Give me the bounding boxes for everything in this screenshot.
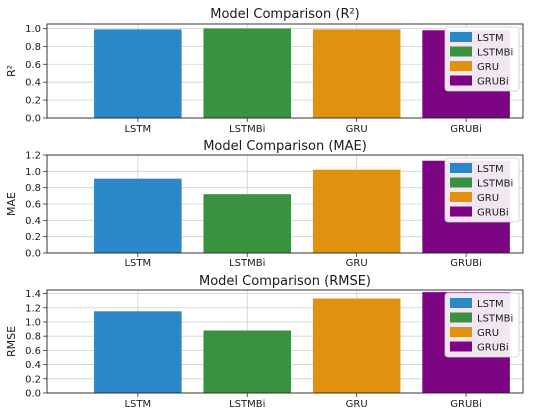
legend-swatch-lstmbi (450, 312, 472, 323)
legend-swatch-lstm (450, 163, 472, 173)
legend-label: LSTMBi (477, 314, 513, 325)
chart-panel-0: Model Comparison (R²) R² 0.0 0.2 0.4 0.6 0.8 1.… (5, 7, 524, 135)
y-tick-label: 0.6 (25, 200, 41, 211)
legend: LSTM LSTMBi GRU GRUBi (444, 292, 520, 358)
y-tick-label: 0.2 (25, 374, 41, 385)
y-tick-label: 1.0 (25, 167, 41, 178)
y-tick-label: 1.2 (25, 303, 41, 314)
bar-lstmbi (203, 330, 292, 393)
y-tick-label: 0.0 (25, 114, 41, 125)
legend-label: GRU (477, 62, 499, 73)
legend-swatch-grubi (450, 75, 472, 86)
bar-gru (312, 298, 401, 393)
x-tick-label: LSTMBi (229, 258, 265, 269)
legend-box (444, 157, 520, 223)
y-tick-label: 0.4 (25, 360, 41, 371)
legend-swatch-gru (450, 61, 472, 71)
legend-label: GRUBi (477, 343, 509, 354)
legend-label: GRUBi (477, 208, 509, 219)
chart-panel-1: Model Comparison (MAE) MAE 0.0 0.2 0.4 0.6 0.8… (5, 139, 524, 269)
plot-frame (46, 154, 524, 254)
legend-label: GRUBi (477, 77, 509, 88)
y-tick-label: 0.6 (25, 60, 41, 71)
legend-label: LSTM (477, 33, 504, 44)
y-tick-label: 0.8 (25, 183, 41, 194)
legend-swatch-grubi (450, 341, 472, 352)
y-tick-label: 1.2 (25, 151, 41, 162)
y-tick-label: 1.4 (25, 289, 41, 300)
x-tick-label: LSTM (124, 258, 151, 269)
bar-gru (312, 169, 401, 253)
legend-label: GRU (477, 193, 499, 204)
y-tick-label: 0.2 (25, 232, 41, 243)
legend-label: LSTMBi (477, 179, 513, 190)
x-tick-label: LSTM (124, 124, 151, 135)
x-tick-label: GRUBi (450, 399, 482, 410)
legend-swatch-lstm (450, 298, 472, 308)
x-tick-label: LSTMBi (229, 124, 265, 135)
bar-lstmbi (203, 28, 292, 119)
y-tick-label: 1.0 (25, 317, 41, 328)
x-tick-label: GRU (346, 258, 368, 269)
legend: LSTM LSTMBi GRU GRUBi (444, 26, 520, 92)
y-tick-label: 0.6 (25, 346, 41, 357)
plot-frame (46, 23, 524, 119)
x-tick-label: LSTM (124, 399, 151, 410)
y-tick-label: 0.4 (25, 216, 41, 227)
legend-swatch-grubi (450, 206, 472, 217)
legend-swatch-lstmbi (450, 46, 472, 57)
bar-gru (312, 29, 401, 118)
y-axis-label: MAE (5, 192, 18, 216)
x-tick-label: GRUBi (450, 258, 482, 269)
legend-box (444, 26, 520, 92)
legend-label: LSTMBi (477, 48, 513, 59)
legend-label: LSTM (477, 164, 504, 175)
plot-frame (46, 289, 524, 394)
bar-lstm (94, 311, 182, 393)
x-tick-label: GRU (346, 399, 368, 410)
bar-lstmbi (203, 194, 292, 253)
legend-swatch-gru (450, 192, 472, 202)
legend: LSTM LSTMBi GRU GRUBi (444, 157, 520, 223)
legend-label: GRU (477, 328, 499, 339)
y-axis-label: RMSE (5, 326, 18, 357)
y-tick-label: 1.0 (25, 24, 41, 35)
y-tick-label: 0.4 (25, 78, 41, 89)
legend-label: LSTM (477, 299, 504, 310)
x-tick-label: GRUBi (450, 124, 482, 135)
legend-swatch-lstm (450, 32, 472, 42)
chart-title: Model Comparison (RMSE) (199, 274, 371, 289)
chart-title: Model Comparison (MAE) (203, 139, 367, 154)
legend-box (444, 292, 520, 358)
chart-title: Model Comparison (R²) (210, 7, 360, 22)
bar-lstm (94, 29, 182, 118)
legend-swatch-lstmbi (450, 177, 472, 188)
y-tick-label: 0.0 (25, 389, 41, 400)
y-tick-label: 0.8 (25, 332, 41, 343)
chart-panel-2: Model Comparison (RMSE) RMSE 0.0 0.2 0.4 0.6 0… (5, 274, 524, 410)
y-tick-label: 0.0 (25, 249, 41, 260)
y-tick-label: 0.8 (25, 42, 41, 53)
legend-swatch-gru (450, 327, 472, 337)
x-tick-label: GRU (346, 124, 368, 135)
x-tick-label: LSTMBi (229, 399, 265, 410)
y-tick-label: 0.2 (25, 96, 41, 107)
y-axis-label: R² (5, 65, 18, 77)
bar-lstm (94, 178, 182, 253)
